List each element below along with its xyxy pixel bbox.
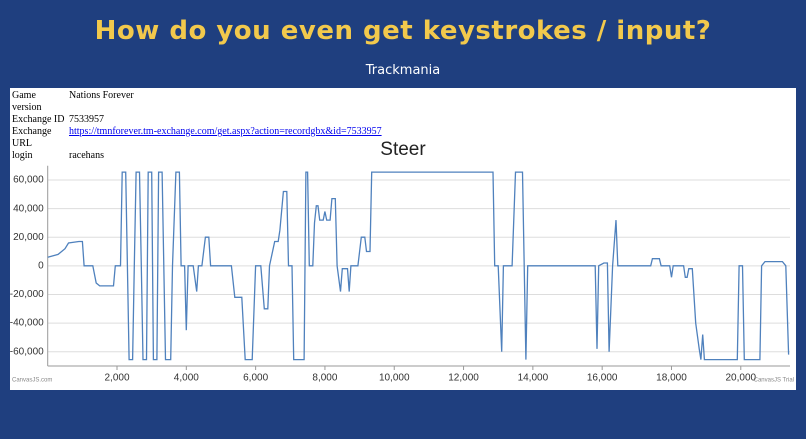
credit: CanvasJS.com xyxy=(12,378,52,384)
info-cell: Exchange URL xyxy=(12,126,52,149)
chart: Steer -60,000 -40,000 -20,000 0 20,000 40,000 6… xyxy=(10,139,794,384)
y-tick-label: -40,000 xyxy=(10,318,44,329)
x-tick-label: 20,000 xyxy=(725,373,756,384)
info-row: login racehans xyxy=(12,150,384,162)
trial: CanvasJS Trial xyxy=(754,378,794,384)
info-table: Game version Nations Forever Exchange ID 75… xyxy=(12,90,384,162)
info-cell: racehans xyxy=(69,150,104,161)
panel: Steer -60,000 -40,000 -20,000 0 20,000 40,000 6… xyxy=(10,88,796,390)
x-tick-label: 8,000 xyxy=(312,373,337,384)
x-tick-label: 18,000 xyxy=(656,373,687,384)
x-tick-label: 10,000 xyxy=(379,373,410,384)
y-tick-label: -20,000 xyxy=(10,289,44,300)
x-tick-label: 2,000 xyxy=(104,373,129,384)
info-row: Exchange ID 7533957 xyxy=(12,114,384,126)
link[interactable]: https://tmnforever.tm-exchange.com/get.a… xyxy=(69,126,382,137)
info-cell: Exchange ID xyxy=(12,114,65,125)
info-cell: login xyxy=(12,150,33,161)
y-tick-label: 0 xyxy=(38,260,44,271)
x-tick-label: 14,000 xyxy=(518,373,549,384)
y-tick-label: 40,000 xyxy=(13,203,44,214)
slide-title: How do you even get keystrokes / input? xyxy=(94,16,712,46)
y-tick-label: -60,000 xyxy=(10,346,44,357)
x-tick-label: 12,000 xyxy=(448,373,479,384)
info-cell: https://tmnforever.tm-exchange.com/get.a… xyxy=(69,126,384,150)
info-cell: 7533957 xyxy=(69,114,104,125)
info-row: Exchange URL https://tmnforever.tm-exchan… xyxy=(12,126,384,150)
x-tick-label: 6,000 xyxy=(243,373,268,384)
x-tick-label: 4,000 xyxy=(174,373,199,384)
slide-subtitle: Trackmania xyxy=(365,63,441,78)
info-row: Game version Nations Forever xyxy=(12,90,384,114)
chart-title: Steer xyxy=(380,139,426,160)
steer-line xyxy=(47,171,790,361)
y-tick-label: 60,000 xyxy=(13,175,44,186)
y-tick-label: 20,000 xyxy=(13,232,44,243)
x-tick-label: 16,000 xyxy=(587,373,618,384)
info-cell: Nations Forever xyxy=(69,90,134,101)
info-cell: Game version xyxy=(12,90,42,113)
